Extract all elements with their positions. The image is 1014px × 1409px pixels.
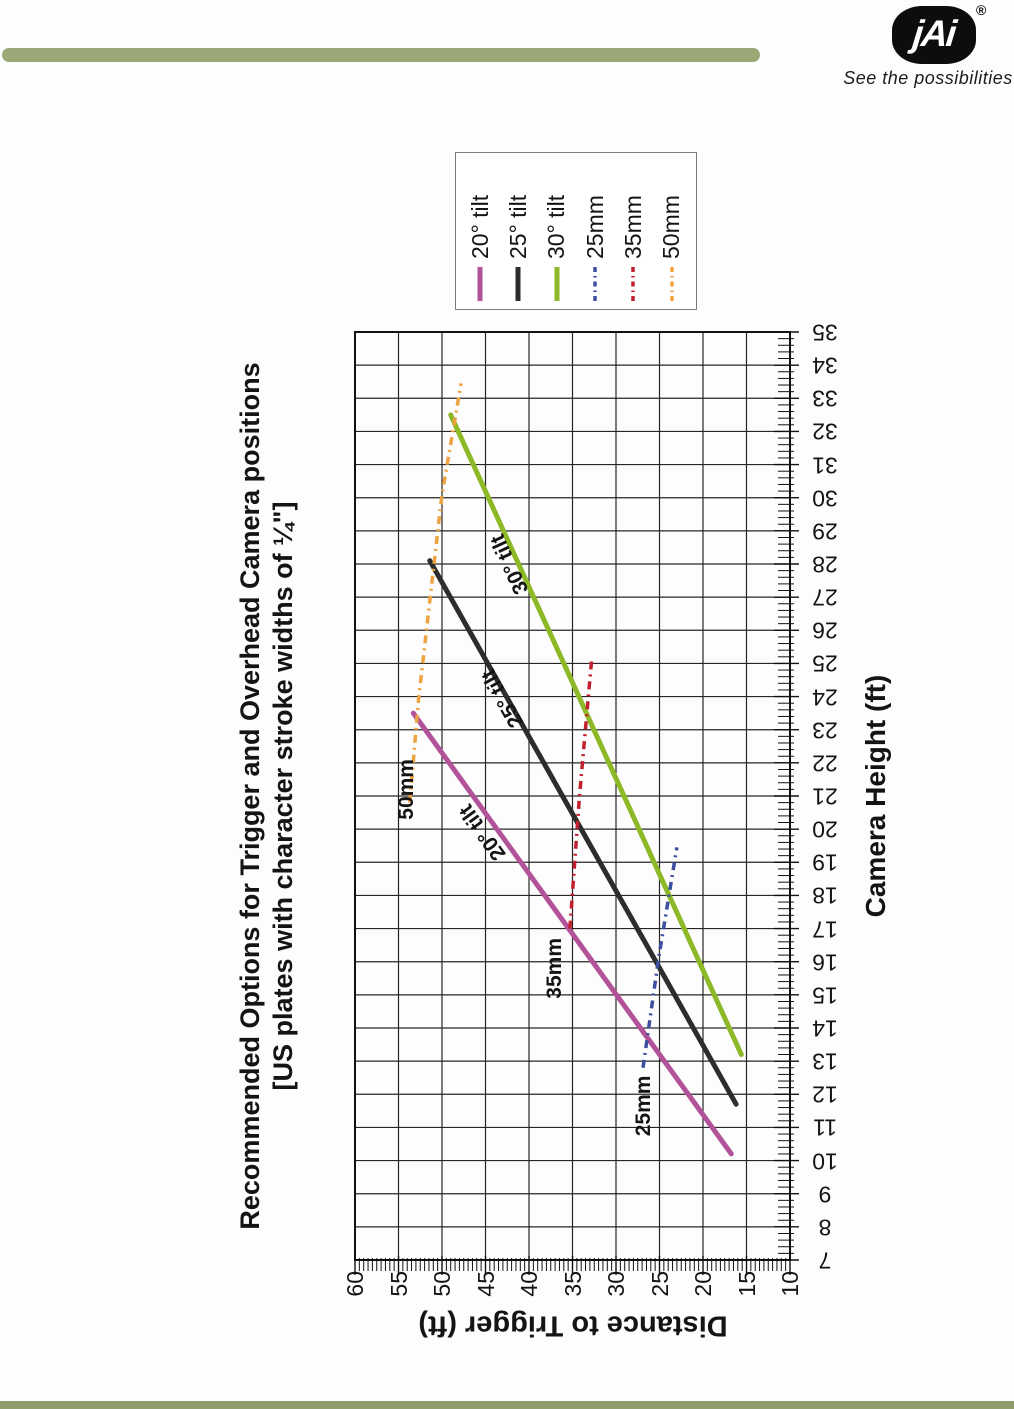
y-tick-label: 25 bbox=[646, 1271, 673, 1297]
series-line-50mm bbox=[408, 383, 463, 803]
y-tick-label: 35 bbox=[559, 1271, 586, 1297]
header-accent-bar bbox=[2, 48, 760, 62]
x-tick-label: 22 bbox=[812, 750, 838, 777]
legend-line-swatch bbox=[670, 267, 674, 301]
x-tick-label: 9 bbox=[818, 1181, 832, 1208]
series-line-30-tilt bbox=[448, 412, 744, 1057]
y-tick-label: 60 bbox=[342, 1271, 368, 1297]
x-tick-label: 32 bbox=[812, 418, 838, 445]
legend-item-25mm: 25mm bbox=[582, 160, 609, 302]
legend-line-swatch bbox=[593, 267, 597, 301]
legend-item-35mm: 35mm bbox=[620, 160, 647, 302]
x-tick-label: 35 bbox=[812, 319, 838, 346]
x-tick-label: 20 bbox=[812, 816, 838, 843]
y-tick-label: 10 bbox=[777, 1271, 803, 1297]
legend-line-swatch bbox=[477, 267, 483, 301]
legend: 20° tilt 25° tilt 30° tilt 25mm 35mm 50mm bbox=[455, 152, 697, 310]
chart-canvas: Recommended Options for Trigger and Over… bbox=[228, 140, 945, 1355]
line-annotation: 25mm bbox=[631, 1075, 655, 1137]
x-tick-label: 34 bbox=[812, 352, 838, 379]
x-tick-label: 18 bbox=[812, 882, 838, 909]
line-annotation: 35mm bbox=[543, 937, 567, 999]
footer-accent-bar bbox=[0, 1401, 1014, 1409]
series-line-20-tilt bbox=[410, 710, 734, 1157]
jai-logo-blob: jAi bbox=[892, 6, 976, 64]
x-tick-label: 21 bbox=[812, 783, 838, 810]
x-tick-label: 27 bbox=[812, 584, 838, 611]
x-tick-label: 26 bbox=[812, 617, 838, 644]
x-tick-label: 19 bbox=[812, 849, 838, 876]
y-tick-label: 15 bbox=[733, 1271, 760, 1297]
series-line-35mm bbox=[568, 659, 594, 929]
x-tick-label: 33 bbox=[812, 385, 838, 412]
legend-item-30-tilt: 30° tilt bbox=[543, 160, 570, 302]
registered-trademark-icon: ® bbox=[976, 2, 987, 18]
legend-item-25-tilt: 25° tilt bbox=[505, 160, 532, 302]
legend-item-20-tilt: 20° tilt bbox=[467, 160, 494, 302]
x-tick-label: 13 bbox=[812, 1048, 838, 1075]
x-tick-label: 25 bbox=[812, 650, 838, 677]
x-tick-label: 10 bbox=[812, 1148, 838, 1175]
legend-item-50mm: 50mm bbox=[658, 160, 685, 302]
series-line-25mm bbox=[641, 847, 679, 1069]
legend-label: 25° tilt bbox=[504, 194, 531, 259]
legend-label: 25mm bbox=[581, 195, 608, 259]
y-tick-label: 20 bbox=[690, 1271, 716, 1297]
x-tick-label: 24 bbox=[812, 684, 838, 711]
x-tick-label: 23 bbox=[812, 717, 838, 744]
x-tick-label: 14 bbox=[812, 1015, 838, 1042]
series-line-25-tilt bbox=[427, 558, 739, 1107]
x-tick-label: 12 bbox=[812, 1081, 838, 1108]
brand-tagline: See the possibilities bbox=[843, 68, 1013, 88]
rotated-chart-region: Recommended Options for Trigger and Over… bbox=[228, 140, 945, 1355]
plot-svg bbox=[354, 331, 799, 1275]
y-tick-label: 50 bbox=[429, 1271, 455, 1297]
y-tick-label: 30 bbox=[603, 1271, 629, 1297]
line-annotation: 50mm bbox=[395, 759, 419, 820]
y-tick-label: 40 bbox=[516, 1271, 542, 1297]
x-tick-label: 31 bbox=[812, 452, 838, 479]
legend-line-swatch bbox=[554, 267, 560, 301]
x-tick-label: 16 bbox=[812, 949, 838, 976]
legend-label: 35mm bbox=[619, 195, 646, 259]
legend-label: 50mm bbox=[658, 195, 685, 259]
jai-logo: jAi ® See the possibilities bbox=[843, 2, 1012, 94]
x-tick-label: 30 bbox=[812, 485, 838, 512]
legend-label: 30° tilt bbox=[543, 194, 570, 259]
x-axis-title: Camera Height (ft) bbox=[860, 674, 891, 918]
x-tick-label: 11 bbox=[813, 1114, 837, 1141]
legend-line-swatch bbox=[515, 267, 521, 301]
y-tick-label: 55 bbox=[385, 1271, 412, 1297]
x-tick-label: 15 bbox=[812, 982, 838, 1009]
legend-line-swatch bbox=[631, 267, 636, 301]
x-tick-label: 8 bbox=[818, 1214, 832, 1241]
x-tick-label: 17 bbox=[812, 916, 838, 943]
legend-label: 20° tilt bbox=[466, 194, 493, 259]
x-tick-label: 29 bbox=[812, 518, 838, 545]
x-tick-label: 28 bbox=[812, 551, 838, 578]
jai-logo-text: jAi bbox=[911, 12, 958, 54]
y-tick-label: 45 bbox=[472, 1271, 499, 1297]
x-tick-label: 7 bbox=[818, 1247, 832, 1274]
